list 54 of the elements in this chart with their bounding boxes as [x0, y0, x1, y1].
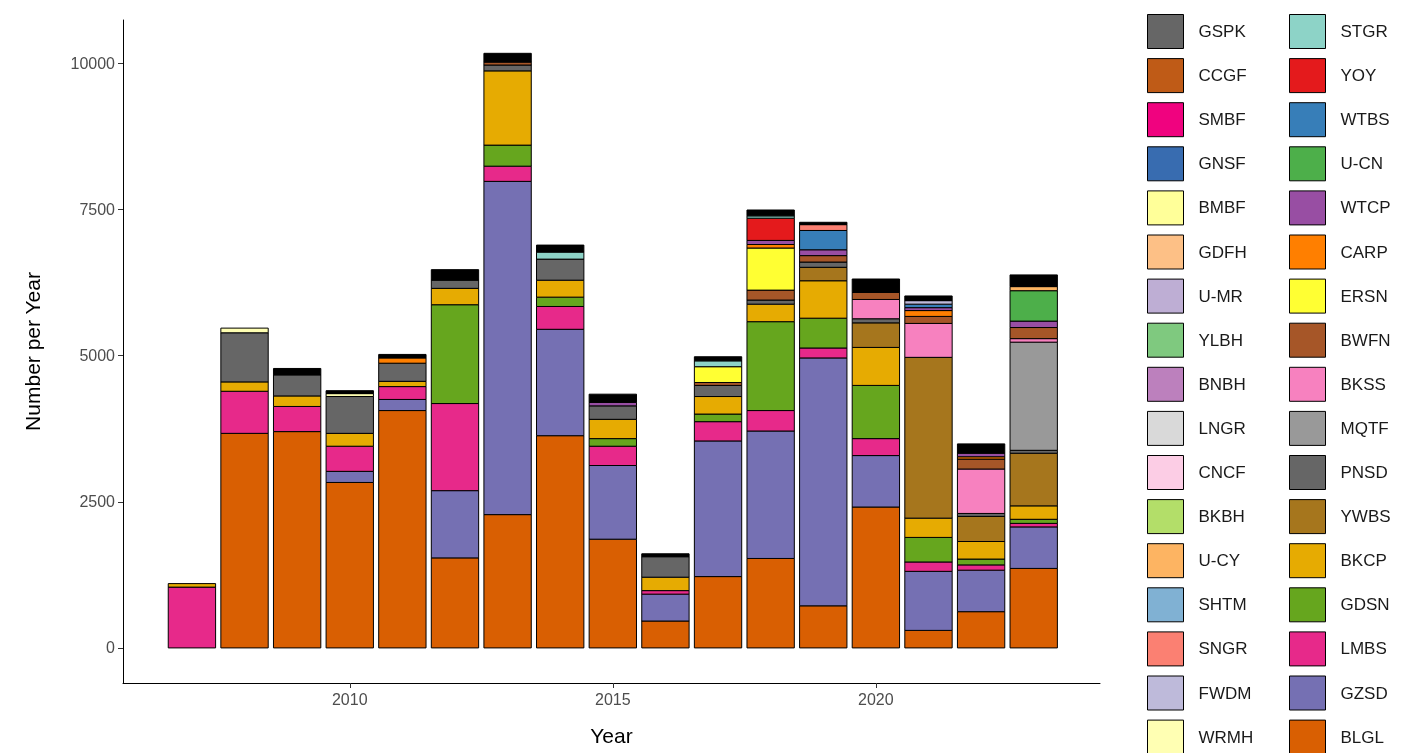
legend-label: BLGL: [1340, 727, 1384, 747]
bar: [588, 393, 637, 403]
bar: [693, 366, 743, 383]
legend-label: BWFN: [1340, 330, 1391, 350]
legend-label: WTBS: [1340, 110, 1390, 130]
legend-label: U-CN: [1340, 154, 1383, 174]
legend-label: STGR: [1340, 22, 1388, 41]
legend-label: U-CY: [1198, 551, 1241, 571]
legend-label: GDSN: [1340, 595, 1390, 615]
legend-label: PNSD: [1340, 463, 1388, 482]
bar: [956, 443, 1006, 454]
y-tick-label: 7500: [79, 200, 116, 218]
bar: [167, 586, 217, 649]
legend-label: YLBH: [1198, 330, 1243, 350]
bar: [483, 52, 532, 63]
legend-label: FWDM: [1198, 683, 1252, 703]
bar: [746, 209, 795, 217]
x-axis-title: Year: [590, 724, 633, 747]
bar: [746, 217, 795, 241]
bar: [904, 295, 953, 302]
legend-label: BMBF: [1198, 198, 1246, 218]
legend-label: GNSF: [1198, 154, 1246, 174]
bar: [1009, 341, 1058, 451]
legend-label: BKSS: [1340, 374, 1386, 394]
y-tick-label: 0: [106, 639, 116, 657]
legend-label: BNBH: [1198, 374, 1246, 394]
legend-label: SHTM: [1198, 595, 1247, 615]
y-tick-label: 2500: [79, 493, 116, 511]
legend-label: CCGF: [1198, 66, 1247, 86]
x-tick-label: 2010: [331, 690, 368, 708]
y-tick-label: 10000: [70, 54, 116, 72]
legend-label: YOY: [1340, 66, 1377, 86]
legend-label: MQTF: [1340, 418, 1389, 438]
legend-label: ERSN: [1340, 286, 1388, 306]
bar: [1009, 274, 1058, 288]
legend-label: GSPK: [1198, 22, 1247, 41]
legend-label: YWBS: [1340, 507, 1391, 527]
legend-label: LNGR: [1198, 418, 1246, 438]
legend-label: BKBH: [1198, 507, 1245, 527]
legend-label: U-MR: [1198, 286, 1243, 306]
legend-label: GZSD: [1340, 683, 1388, 703]
legend-label: CARP: [1340, 242, 1388, 262]
x-tick-label: 2020: [858, 690, 894, 708]
x-tick-label: 2015: [595, 690, 631, 708]
legend-label: WRMH: [1198, 727, 1254, 747]
legend-label: GDFH: [1198, 242, 1247, 262]
legend-label: LMBS: [1340, 639, 1387, 659]
y-tick-label: 5000: [79, 347, 116, 365]
legend-label: CNCF: [1198, 463, 1246, 482]
y-axis-title: Number per Year: [21, 272, 44, 431]
legend-label: SMBF: [1198, 110, 1246, 130]
legend-label: SNGR: [1198, 639, 1248, 659]
legend-label: BKCP: [1340, 551, 1387, 571]
legend-label: WTCP: [1340, 198, 1391, 218]
